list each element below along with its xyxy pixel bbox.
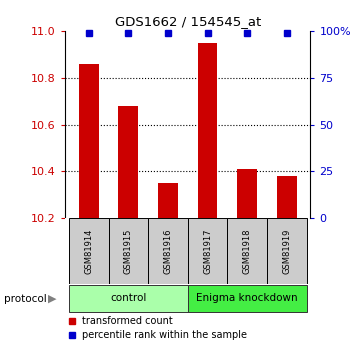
Bar [267,218,306,284]
Bar [118,106,138,218]
Title: GDS1662 / 154545_at: GDS1662 / 154545_at [114,16,261,29]
Text: percentile rank within the sample: percentile rank within the sample [82,329,247,339]
Bar [277,176,297,218]
Text: control: control [110,293,147,303]
Bar [197,43,217,218]
Bar [188,218,227,284]
Bar [69,285,188,312]
Text: ▶: ▶ [48,294,57,304]
Bar [237,169,257,218]
Bar [148,218,188,284]
Text: GSM81917: GSM81917 [203,228,212,274]
Bar [188,285,306,312]
Text: GSM81914: GSM81914 [84,228,93,274]
Text: transformed count: transformed count [82,316,173,325]
Bar [79,64,99,218]
Text: GSM81915: GSM81915 [124,228,133,274]
Text: Enigma knockdown: Enigma knockdown [196,293,298,303]
Text: GSM81918: GSM81918 [243,228,252,274]
Text: GSM81919: GSM81919 [282,228,291,274]
Bar [158,183,178,218]
Text: GSM81916: GSM81916 [164,228,173,274]
Text: protocol: protocol [4,294,46,304]
Bar [69,218,109,284]
Bar [227,218,267,284]
Bar [109,218,148,284]
